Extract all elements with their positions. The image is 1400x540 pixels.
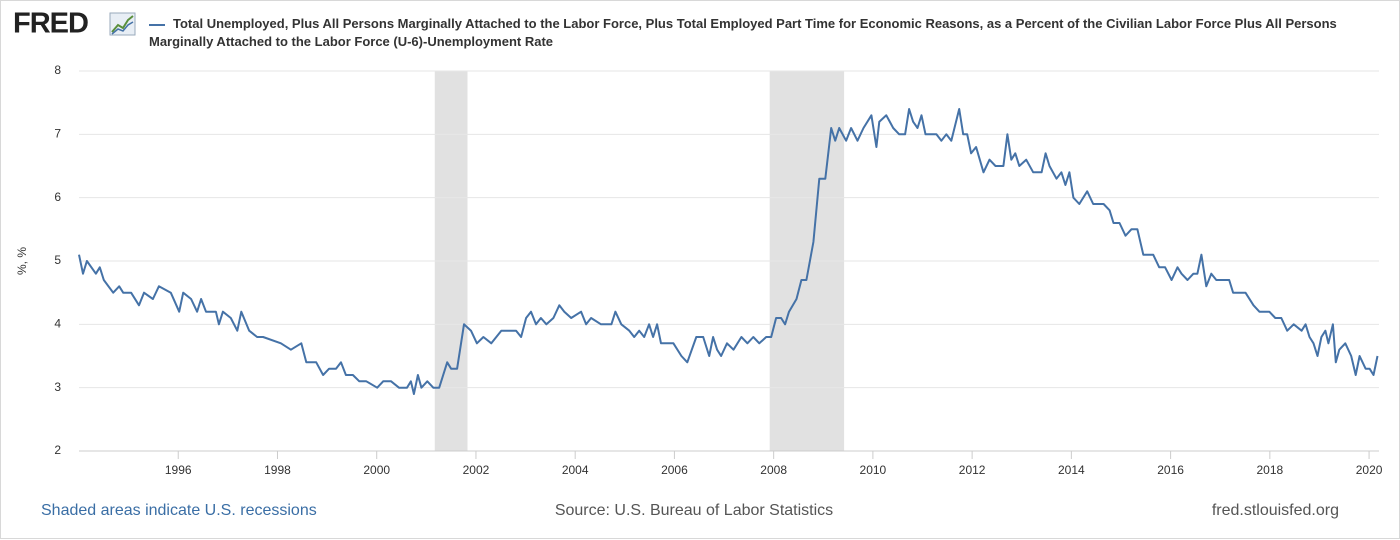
recession-note: Shaded areas indicate U.S. recessions: [41, 502, 317, 519]
source: Source: U.S. Bureau of Labor Statistics: [555, 502, 833, 519]
y-tick-label: 2: [54, 443, 61, 457]
x-tick-label: 2020: [1356, 463, 1383, 477]
x-tick-label: 2004: [562, 463, 589, 477]
legend-key: [149, 23, 165, 26]
x-tick-label: 2012: [959, 463, 986, 477]
y-tick-label: 7: [54, 127, 61, 141]
legend-text: Total Unemployed, Plus All Persons Margi…: [149, 16, 1337, 49]
y-tick-label: 5: [54, 253, 61, 267]
site-url: fred.stlouisfed.org: [1212, 502, 1339, 519]
y-tick-label: 3: [54, 380, 61, 394]
logo: FRED: [13, 8, 88, 40]
logo-icon: [109, 12, 136, 36]
x-tick-label: 1998: [264, 463, 291, 477]
x-tick-label: 2008: [760, 463, 787, 477]
x-tick-label: 2014: [1058, 463, 1085, 477]
y-axis-label: %, %: [15, 247, 29, 275]
x-tick-label: 2002: [463, 463, 490, 477]
x-tick-label: 2018: [1256, 463, 1283, 477]
x-tick-label: 2010: [860, 463, 887, 477]
x-tick-label: 1996: [165, 463, 192, 477]
legend: Total Unemployed, Plus All Persons Margi…: [149, 15, 1374, 51]
x-tick-label: 2000: [363, 463, 390, 477]
y-tick-label: 6: [54, 190, 61, 204]
y-tick-label: 8: [54, 63, 61, 77]
x-tick-label: 2016: [1157, 463, 1184, 477]
series-line: [78, 108, 1379, 395]
x-tick-label: 2006: [661, 463, 688, 477]
y-tick-label: 4: [54, 317, 61, 331]
